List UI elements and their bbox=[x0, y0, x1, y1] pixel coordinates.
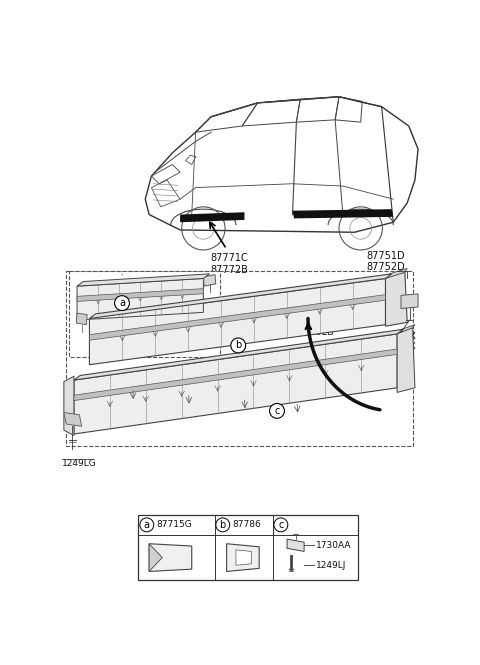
Text: 1730AA: 1730AA bbox=[316, 541, 351, 550]
Polygon shape bbox=[77, 279, 204, 320]
Text: c: c bbox=[278, 520, 284, 530]
Text: 87751D
87752D: 87751D 87752D bbox=[366, 251, 405, 273]
Text: a: a bbox=[144, 520, 150, 530]
Text: 87786: 87786 bbox=[232, 520, 261, 529]
Polygon shape bbox=[76, 313, 87, 325]
Polygon shape bbox=[204, 275, 216, 286]
Polygon shape bbox=[74, 334, 397, 434]
Text: 1249LG: 1249LG bbox=[61, 459, 96, 467]
Text: a: a bbox=[119, 298, 125, 308]
Polygon shape bbox=[74, 349, 397, 400]
Text: 86861X
86862X: 86861X 86862X bbox=[382, 332, 417, 351]
Polygon shape bbox=[64, 412, 82, 426]
Polygon shape bbox=[89, 295, 385, 340]
Text: 1249EB: 1249EB bbox=[300, 328, 335, 337]
Polygon shape bbox=[77, 274, 210, 286]
Polygon shape bbox=[89, 274, 392, 319]
Polygon shape bbox=[385, 269, 407, 279]
Text: 87715G: 87715G bbox=[156, 520, 192, 529]
Polygon shape bbox=[74, 329, 403, 380]
Polygon shape bbox=[180, 212, 244, 222]
Polygon shape bbox=[149, 544, 162, 571]
FancyBboxPatch shape bbox=[69, 271, 220, 357]
Polygon shape bbox=[397, 325, 415, 334]
Polygon shape bbox=[77, 289, 204, 301]
Polygon shape bbox=[149, 544, 192, 571]
Polygon shape bbox=[89, 279, 385, 364]
Text: b: b bbox=[235, 340, 241, 350]
Text: 87771C
87772B: 87771C 87772B bbox=[210, 253, 248, 275]
Polygon shape bbox=[292, 209, 393, 218]
Text: 1249LJ: 1249LJ bbox=[316, 561, 346, 570]
Polygon shape bbox=[236, 550, 252, 565]
Polygon shape bbox=[287, 539, 304, 551]
Text: b: b bbox=[220, 520, 226, 530]
Polygon shape bbox=[227, 544, 259, 571]
Polygon shape bbox=[401, 294, 418, 309]
Polygon shape bbox=[397, 328, 415, 392]
Polygon shape bbox=[385, 272, 407, 327]
Polygon shape bbox=[64, 376, 74, 436]
Text: c: c bbox=[274, 406, 280, 416]
FancyBboxPatch shape bbox=[137, 515, 359, 581]
